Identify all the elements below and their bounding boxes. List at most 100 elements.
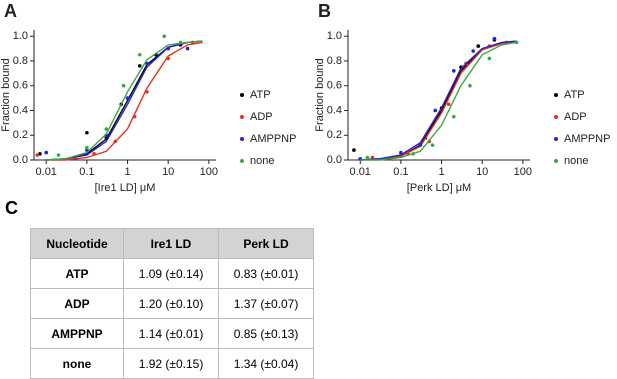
legend-marker <box>240 93 244 97</box>
header-row: Nucleotide Ire1 LD Perk LD <box>30 228 314 259</box>
header-cell: Perk LD <box>218 228 314 259</box>
x-tick-label: 0.1 <box>393 166 408 178</box>
table-cell: 1.37 (±0.07) <box>218 288 314 319</box>
table-cell: none <box>30 348 124 379</box>
data-point <box>370 155 375 160</box>
data-point <box>451 69 456 73</box>
y-tick-label: 1.0 <box>327 30 342 42</box>
fit-curve <box>360 41 517 161</box>
y-tick-label: 0.0 <box>327 154 342 166</box>
legend-label: ADP <box>564 111 587 123</box>
data-point <box>418 143 423 147</box>
header-cell: Nucleotide <box>30 228 124 259</box>
data-point <box>166 46 170 51</box>
table-cell: 1.92 (±0.15) <box>123 348 219 379</box>
charts: A0.00.20.40.60.81.00.01 0.1 1 10 100[Ire1 LD… <box>0 1 610 194</box>
y-tick-label: 0.6 <box>327 80 342 92</box>
fit-curve <box>360 41 517 161</box>
y-tick-label: 0.2 <box>13 129 28 141</box>
legend-marker <box>240 159 244 163</box>
data-point <box>178 40 183 45</box>
x-tick-label: 100 <box>514 166 532 178</box>
data-point <box>121 83 126 88</box>
data-point <box>433 108 438 113</box>
table-cell: 1.20 (±0.10) <box>123 288 219 319</box>
table: Nucleotide Ire1 LD Perk LD ATP 1.09 (±0.1… <box>30 228 314 379</box>
data-point <box>468 83 472 88</box>
data-point <box>476 44 481 48</box>
x-axis-label: [Perk LD] μM <box>407 182 471 194</box>
legend-marker <box>240 115 244 119</box>
data-point <box>113 139 118 144</box>
data-point <box>56 153 61 157</box>
x-tick-label: 10 <box>162 166 174 178</box>
table-cell: 1.34 (±0.04) <box>218 348 314 379</box>
data-point <box>365 155 370 160</box>
legend-marker <box>554 93 558 97</box>
table-row: none 1.92 (±0.15) 1.34 (±0.04) <box>30 348 314 379</box>
table-cell: AMPPNP <box>30 318 124 349</box>
data-point <box>104 127 109 131</box>
data-point <box>44 150 49 155</box>
panel-label: A <box>4 1 17 21</box>
legend-label: AMPPNP <box>564 133 610 145</box>
data-point <box>430 143 435 147</box>
legend-marker <box>554 159 558 163</box>
data-point <box>446 102 451 107</box>
x-tick-label: 0.01 <box>350 166 371 178</box>
data-point <box>85 145 89 150</box>
table-row: ADP 1.20 (±0.10) 1.37 (±0.07) <box>30 288 314 319</box>
legend-label: ATP <box>250 89 271 101</box>
data-point <box>451 114 456 119</box>
legend-label: none <box>250 155 274 167</box>
data-point <box>514 40 519 45</box>
data-point <box>145 90 149 94</box>
fit-curve <box>360 40 517 161</box>
data-point <box>137 52 142 57</box>
data-point <box>492 36 497 41</box>
header-cell: Ire1 LD <box>123 228 219 259</box>
y-tick-label: 0.6 <box>13 80 28 92</box>
legend-marker <box>240 137 244 141</box>
fit-curve <box>46 40 203 161</box>
fit-curve <box>46 41 203 161</box>
legend-marker <box>554 137 558 141</box>
table-cell: 1.09 (±0.14) <box>123 258 219 289</box>
table-cell: 0.83 (±0.01) <box>218 258 314 289</box>
data-point <box>92 152 96 156</box>
y-tick-label: 0.2 <box>327 129 342 141</box>
data-point <box>352 148 356 152</box>
table-cell: ATP <box>30 258 124 289</box>
fit-curve <box>46 40 203 161</box>
x-tick-label: 10 <box>476 166 488 178</box>
fit-curve <box>46 40 203 161</box>
x-tick-label: 1 <box>438 166 444 178</box>
panel-label: B <box>318 1 331 21</box>
x-tick-label: 100 <box>200 166 218 178</box>
fit-curve <box>360 41 517 161</box>
table-cell: 1.14 (±0.01) <box>123 318 219 349</box>
x-tick-label: 1 <box>124 166 130 178</box>
legend-marker <box>554 115 558 119</box>
x-tick-label: 0.01 <box>36 166 57 178</box>
data-point <box>471 49 475 53</box>
y-axis-label: Fraction bound <box>0 58 12 131</box>
data-point <box>132 114 137 119</box>
table-row: ATP 1.09 (±0.14) 0.83 (±0.01) <box>30 258 314 289</box>
panel-label: C <box>5 198 18 218</box>
data-point <box>411 152 415 156</box>
table-row: AMPPNP 1.14 (±0.01) 0.85 (±0.13) <box>30 318 314 349</box>
data-point <box>145 61 149 66</box>
legend-label: ATP <box>564 89 585 101</box>
legend-label: none <box>564 155 588 167</box>
x-axis-label: [Ire1 LD] μM <box>95 182 156 194</box>
table-cell: 0.85 (±0.13) <box>218 318 314 349</box>
table-cell: ADP <box>30 288 124 319</box>
data-point <box>399 150 403 155</box>
data-point <box>35 153 40 157</box>
data-point <box>487 56 492 61</box>
data-point <box>185 46 190 51</box>
data-point <box>166 56 170 61</box>
y-tick-label: 0.8 <box>13 55 28 67</box>
